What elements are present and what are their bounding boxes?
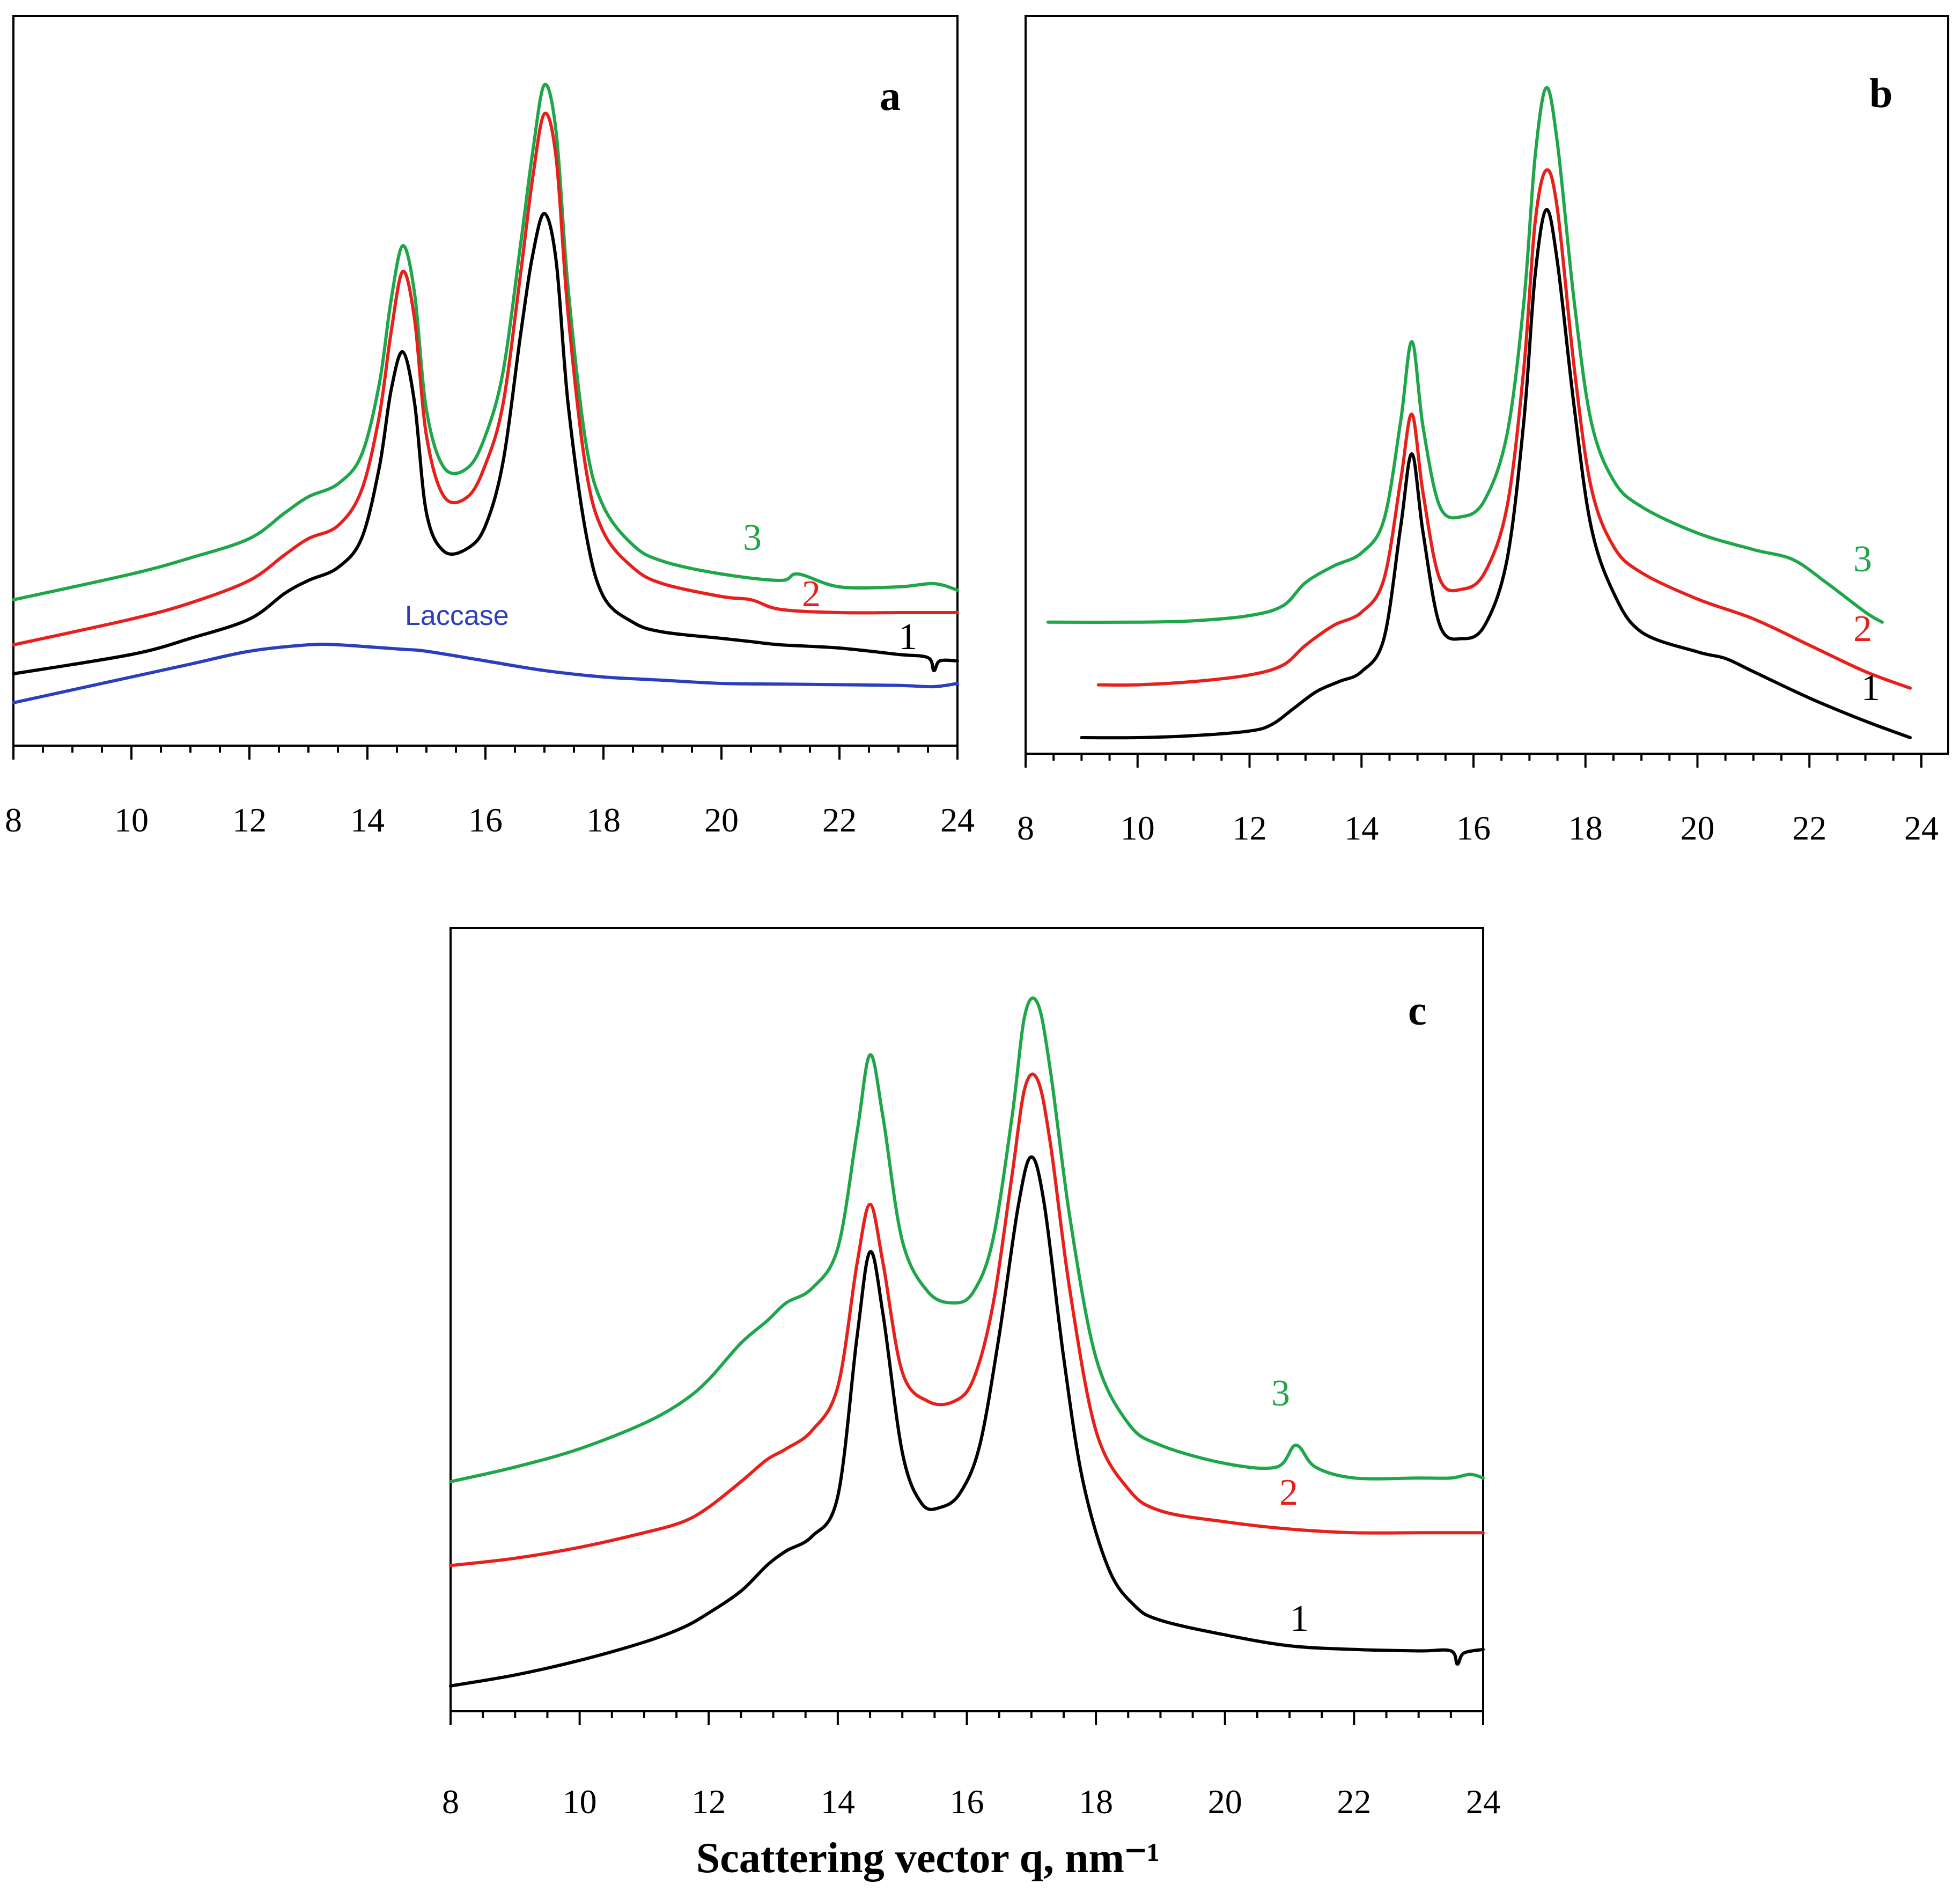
panel-b-letter: b bbox=[1869, 70, 1892, 116]
x-tick-label: 10 bbox=[1121, 809, 1155, 847]
panel-c-label-1: 1 bbox=[1290, 1598, 1309, 1639]
x-tick-label: 18 bbox=[1079, 1783, 1113, 1821]
x-tick-label: 10 bbox=[563, 1783, 597, 1821]
panel-b-x-ticks: 8 10 12 14 16 18 20 22 24 bbox=[1017, 754, 1939, 847]
panel-a: 8 10 12 14 16 18 20 22 24 a 3 2 1 Laccase bbox=[5, 15, 975, 839]
panel-c: 8 10 12 14 16 18 20 22 24 c 3 2 1 Scattering vec… bbox=[442, 927, 1500, 1882]
panel-b-curve-1 bbox=[1080, 208, 1912, 740]
x-tick-label: 20 bbox=[704, 801, 739, 839]
x-tick-label: 8 bbox=[5, 801, 22, 839]
panel-b-label-1: 1 bbox=[1861, 667, 1880, 709]
panel-a-curve-1 bbox=[12, 212, 959, 675]
panel-c-x-ticks: 8 10 12 14 16 18 20 22 24 bbox=[442, 1711, 1500, 1821]
x-tick-label: 14 bbox=[821, 1783, 855, 1821]
x-tick-label: 18 bbox=[586, 801, 621, 839]
panel-b-curves bbox=[1046, 86, 1912, 740]
x-tick-label: 20 bbox=[1208, 1783, 1242, 1821]
panel-a-curve-laccase bbox=[12, 642, 959, 704]
panel-a-letter: a bbox=[880, 72, 901, 119]
x-tick-label: 10 bbox=[114, 801, 149, 839]
x-tick-label: 16 bbox=[468, 801, 503, 839]
panel-b-frame bbox=[1025, 15, 1949, 755]
x-tick-label: 12 bbox=[1233, 809, 1267, 847]
x-tick-label: 8 bbox=[442, 1783, 459, 1821]
panel-b-label-3: 3 bbox=[1853, 539, 1872, 580]
panel-b: 8 10 12 14 16 18 20 22 24 b 3 2 1 bbox=[1017, 15, 1949, 847]
panel-c-label-3: 3 bbox=[1271, 1373, 1290, 1414]
panel-a-x-ticks: 8 10 12 14 16 18 20 22 24 bbox=[5, 746, 975, 839]
x-tick-label: 14 bbox=[350, 801, 385, 839]
panel-c-frame bbox=[450, 927, 1484, 1712]
panel-c-curve-3 bbox=[449, 996, 1485, 1483]
panel-a-label-laccase: Laccase bbox=[405, 600, 509, 631]
x-tick-label: 20 bbox=[1681, 809, 1715, 847]
x-tick-label: 12 bbox=[691, 1783, 726, 1821]
panel-c-curves bbox=[449, 996, 1485, 1688]
x-tick-label: 8 bbox=[1017, 809, 1034, 847]
panel-a-curve-2 bbox=[12, 112, 959, 646]
panel-a-label-2: 2 bbox=[802, 573, 821, 615]
x-tick-label: 24 bbox=[1466, 1783, 1500, 1821]
x-tick-label: 24 bbox=[1904, 809, 1939, 847]
panel-c-curve-2 bbox=[449, 1072, 1485, 1567]
panel-a-label-1: 1 bbox=[898, 616, 917, 658]
panel-c-letter: c bbox=[1408, 987, 1427, 1034]
panel-c-x-axis-title: Scattering vector q, nm⁻¹ bbox=[696, 1835, 1160, 1882]
x-tick-label: 22 bbox=[1337, 1783, 1371, 1821]
x-tick-label: 24 bbox=[940, 801, 975, 839]
panel-a-curve-3 bbox=[12, 83, 959, 601]
x-tick-label: 18 bbox=[1568, 809, 1603, 847]
x-tick-label: 12 bbox=[232, 801, 267, 839]
x-tick-label: 22 bbox=[822, 801, 857, 839]
panel-a-frame bbox=[12, 15, 959, 747]
panel-b-curve-2 bbox=[1096, 168, 1912, 690]
panel-a-label-3: 3 bbox=[743, 517, 762, 558]
panel-c-label-2: 2 bbox=[1279, 1472, 1298, 1513]
panel-c-curve-1 bbox=[449, 1155, 1485, 1688]
x-tick-label: 16 bbox=[950, 1783, 984, 1821]
x-tick-label: 22 bbox=[1792, 809, 1826, 847]
x-tick-label: 14 bbox=[1344, 809, 1379, 847]
x-tick-label: 16 bbox=[1456, 809, 1491, 847]
panel-a-curves bbox=[12, 83, 959, 704]
panel-b-label-2: 2 bbox=[1853, 608, 1872, 650]
panel-b-curve-3 bbox=[1046, 86, 1884, 624]
